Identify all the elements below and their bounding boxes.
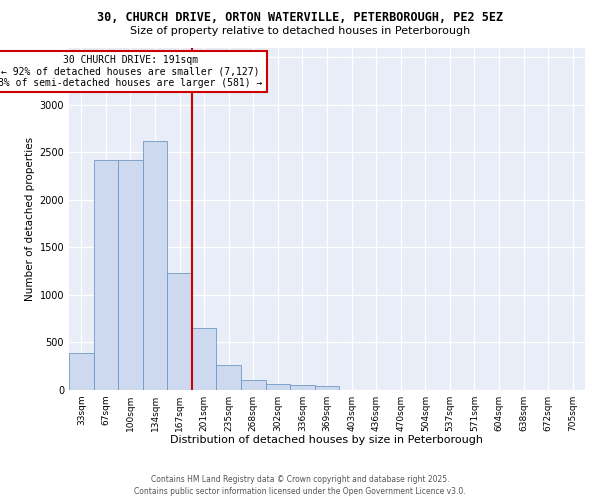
Bar	[217, 366, 241, 390]
Text: Contains HM Land Registry data © Crown copyright and database right 2025.
Contai: Contains HM Land Registry data © Crown c…	[134, 474, 466, 496]
Bar	[266, 384, 290, 390]
Bar	[241, 380, 266, 390]
Bar	[290, 385, 315, 390]
Bar	[94, 160, 118, 390]
Bar	[315, 386, 339, 390]
Bar	[143, 140, 167, 390]
Text: 30 CHURCH DRIVE: 191sqm
← 92% of detached houses are smaller (7,127)
8% of semi-: 30 CHURCH DRIVE: 191sqm ← 92% of detache…	[0, 55, 263, 88]
Text: 30, CHURCH DRIVE, ORTON WATERVILLE, PETERBOROUGH, PE2 5EZ: 30, CHURCH DRIVE, ORTON WATERVILLE, PETE…	[97, 11, 503, 24]
Bar	[69, 353, 94, 390]
Text: Size of property relative to detached houses in Peterborough: Size of property relative to detached ho…	[130, 26, 470, 36]
Bar	[118, 160, 143, 390]
Y-axis label: Number of detached properties: Number of detached properties	[25, 136, 35, 301]
Bar	[167, 273, 192, 390]
X-axis label: Distribution of detached houses by size in Peterborough: Distribution of detached houses by size …	[170, 436, 484, 446]
Bar	[192, 328, 217, 390]
